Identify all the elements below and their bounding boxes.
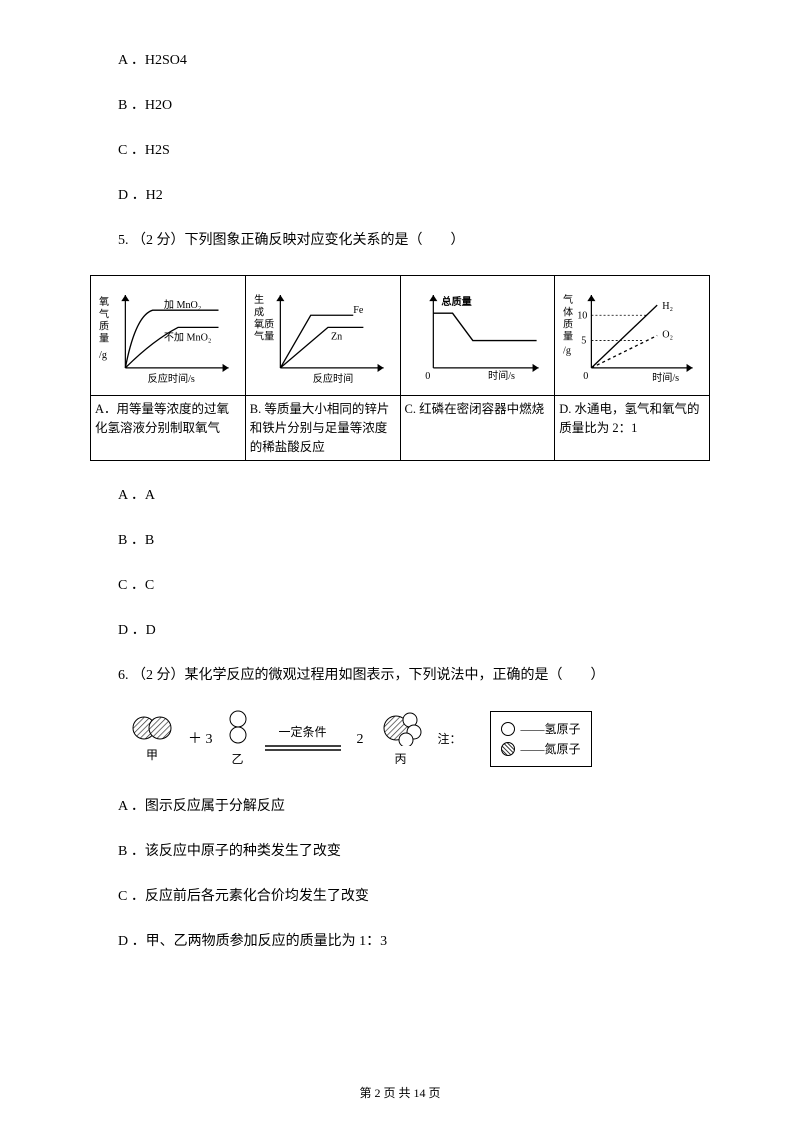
svg-text:量: 量 — [563, 331, 573, 343]
q5-option-c: C ．C — [90, 575, 710, 596]
q5-graph-a: 加 MnO₂ 不加 MnO₂ 氧 气 质 量 /g 反应时间/s — [97, 282, 239, 389]
svg-text:加 MnO₂: 加 MnO₂ — [164, 299, 202, 311]
q6-option-b: B ．该反应中原子的种类发生了改变 — [90, 841, 710, 862]
q4-option-c: C ．H2S — [90, 140, 710, 161]
q5-option-d: D ．D — [90, 620, 710, 641]
svg-text:5: 5 — [582, 336, 587, 347]
svg-text:Fe: Fe — [353, 305, 364, 316]
q5-cell-a: A．用等量等浓度的过氧化氢溶液分别制取氧气 — [91, 396, 246, 461]
svg-text:总质量: 总质量 — [441, 295, 471, 308]
svg-text:气: 气 — [563, 293, 573, 306]
q5-cell-d: D. 水通电，氢气和氧气的质量比为 2：1 — [555, 396, 710, 461]
q6-option-d: D ．甲、乙两物质参加反应的质量比为 1：3 — [90, 931, 710, 952]
svg-text:不加 MnO₂: 不加 MnO₂ — [164, 332, 212, 344]
svg-text:氧: 氧 — [99, 295, 109, 308]
q5-graph-c: 总质量 0 时间/s — [407, 282, 549, 389]
svg-text:时间/s: 时间/s — [652, 371, 679, 384]
q5-cell-c: C. 红磷在密闭容器中燃烧 — [400, 396, 555, 461]
q6-reaction-diagram: 甲 ＋ 3 乙 一定条件 2 丙 注： ——氢原子 ——氮原子 — [130, 710, 710, 768]
molecule-yi-icon — [227, 710, 249, 746]
q6-option-a: A ．图示反应属于分解反应 — [90, 796, 710, 817]
q5-table: 加 MnO₂ 不加 MnO₂ 氧 气 质 量 /g 反应时间/s — [90, 275, 710, 461]
reaction-arrow-icon — [263, 741, 343, 755]
plus-coef-text: ＋ 3 — [188, 729, 213, 750]
svg-text:体: 体 — [563, 306, 573, 318]
svg-text:气: 气 — [99, 307, 109, 320]
q4-option-a: A ．H2SO4 — [90, 50, 710, 71]
svg-text:量: 量 — [264, 331, 274, 343]
q5-option-a: A ．A — [90, 485, 710, 506]
coef-2-text: 2 — [357, 729, 364, 750]
legend-title: 注： — [438, 730, 462, 748]
q5-cell-b: B. 等质量大小相同的锌片和铁片分别与足量等浓度的稀盐酸反应 — [245, 396, 400, 461]
svg-text:O₂: O₂ — [663, 330, 674, 341]
q6-option-c: C ．反应前后各元素化合价均发生了改变 — [90, 886, 710, 907]
svg-text:时间/s: 时间/s — [488, 369, 515, 382]
q4-option-b: B ．H2O — [90, 95, 710, 116]
svg-text:0: 0 — [425, 371, 430, 382]
q6-legend-box: ——氢原子 ——氮原子 — [490, 711, 592, 767]
svg-text:量: 量 — [99, 333, 109, 345]
q5-graph-b: Fe Zn 生 成 氧 气 质 量 反应时间 — [252, 282, 394, 389]
q5-graph-d: H₂ O₂ 10 5 气 体 质 量 /g 0 时间/s — [561, 282, 703, 389]
svg-text:质: 质 — [563, 318, 573, 330]
svg-text:H₂: H₂ — [663, 301, 674, 312]
svg-text:成: 成 — [254, 306, 264, 318]
svg-text:反应时间: 反应时间 — [313, 372, 353, 385]
svg-text:/g: /g — [563, 346, 571, 357]
page-footer: 第 2 页 共 14 页 — [0, 1084, 800, 1102]
molecule-bing-icon — [378, 710, 424, 746]
q5-option-b: B ．B — [90, 530, 710, 551]
svg-text:质: 质 — [99, 320, 109, 332]
q6-stem: 6. （2 分）某化学反应的微观过程用如图表示，下列说法中，正确的是（ ） — [90, 665, 710, 686]
svg-text:生: 生 — [254, 293, 264, 306]
svg-text:氧: 氧 — [254, 317, 264, 330]
q5-stem: 5. （2 分）下列图象正确反映对应变化关系的是（ ） — [90, 230, 710, 251]
svg-text:质: 质 — [264, 318, 274, 330]
svg-text:反应时间/s: 反应时间/s — [148, 372, 195, 385]
molecule-jia-icon — [130, 714, 174, 742]
svg-text:气: 气 — [254, 330, 264, 343]
svg-text:10: 10 — [577, 310, 587, 321]
svg-text:/g: /g — [99, 350, 107, 361]
svg-text:0: 0 — [584, 371, 589, 382]
svg-text:Zn: Zn — [331, 332, 342, 343]
q4-option-d: D ．H2 — [90, 185, 710, 206]
